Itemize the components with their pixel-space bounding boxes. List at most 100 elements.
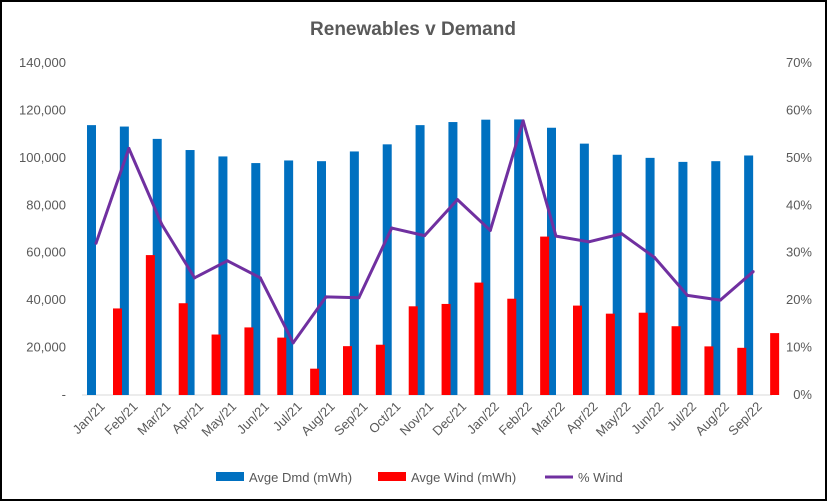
wind-bar [441, 303, 451, 395]
y-right-tick-label: 60% [786, 102, 812, 117]
wind-percent-point [455, 198, 459, 202]
wind-bar [277, 337, 287, 395]
x-tick-label: Jun/22 [628, 399, 666, 437]
line-series [94, 119, 755, 345]
demand-bar [645, 157, 655, 395]
legend: Avge Dmd (mWh) Avge Wind (mWh) % Wind [216, 470, 623, 485]
demand-bar [711, 161, 721, 395]
wind-bar [671, 326, 681, 395]
y-left-tick-label: - [62, 387, 66, 402]
wind-bar [211, 334, 221, 395]
y-right-tick-label: 30% [786, 245, 812, 260]
wind-bar [704, 346, 714, 395]
wind-bar [178, 303, 188, 395]
wind-bar [474, 282, 484, 395]
wind-percent-point [258, 276, 262, 280]
x-tick-label: Nov/21 [397, 399, 437, 439]
legend-label: Avge Dmd (mWh) [249, 470, 352, 485]
x-tick-label: May/21 [198, 399, 239, 440]
wind-bar [343, 346, 352, 395]
wind-percent-point [587, 240, 591, 244]
y-right-tick-label: 10% [786, 340, 812, 355]
wind-bar [310, 368, 320, 395]
x-tick-label: Feb/22 [496, 399, 535, 438]
y-left-tick-label: 40,000 [26, 292, 66, 307]
wind-bar [605, 313, 615, 395]
wind-percent-point [751, 270, 755, 274]
demand-bar [448, 122, 458, 395]
legend-swatch [378, 472, 406, 481]
legend-label: Avge Wind (mWh) [411, 470, 516, 485]
wind-bar [573, 305, 582, 395]
x-tick-label: Jan/22 [464, 399, 502, 437]
demand-bar [382, 144, 392, 395]
demand-bar [612, 154, 622, 395]
wind-bar [737, 347, 747, 395]
wind-percent-point [193, 276, 197, 280]
wind-bar [540, 236, 550, 395]
x-tick-label: Mar/22 [529, 399, 568, 438]
wind-bar [638, 312, 648, 395]
wind-percent-point [225, 259, 229, 263]
demand-bar [251, 163, 261, 395]
demand-bar [218, 156, 228, 395]
y-right-tick-label: 0% [793, 387, 812, 402]
wind-bar [244, 327, 254, 395]
y-left-tick-label: 140,000 [19, 55, 66, 70]
wind-percent-point [390, 226, 394, 230]
demand-bar [481, 119, 491, 396]
y-left-tick-label: 20,000 [26, 340, 66, 355]
chart-title: Renewables v Demand [310, 19, 516, 40]
wind-bar [408, 306, 418, 395]
x-tick-label: Sep/21 [331, 399, 371, 439]
demand-bar [119, 126, 129, 395]
wind-percent-point [620, 232, 624, 236]
x-tick-label: May/22 [593, 399, 634, 440]
legend-swatch [216, 472, 244, 481]
wind-percent-point [554, 234, 558, 238]
wind-percent-point [653, 255, 657, 259]
demand-bar [678, 161, 688, 395]
x-tick-label: Feb/21 [101, 399, 140, 438]
demand-bar [415, 125, 425, 395]
x-tick-label: Jan/21 [70, 399, 108, 437]
wind-percent-point [127, 146, 131, 150]
wind-bar [145, 255, 155, 395]
x-tick-label: Mar/21 [134, 399, 173, 438]
y-left-tick-label: 80,000 [26, 197, 66, 212]
wind-percent-point [685, 293, 689, 297]
demand-bar [579, 143, 589, 395]
y-left-tick-label: 60,000 [26, 245, 66, 260]
bars [87, 119, 780, 396]
y-right-tick-label: 40% [786, 197, 812, 212]
wind-percent-point [718, 298, 722, 302]
y-right-tick-label: 50% [786, 150, 812, 165]
legend-label: % Wind [578, 470, 623, 485]
x-tick-label: Dec/21 [429, 399, 469, 439]
wind-percent-point [423, 234, 427, 238]
demand-bar [152, 138, 162, 395]
x-tick-label: Sep/22 [725, 399, 765, 439]
wind-bar [507, 298, 517, 395]
demand-bar [317, 161, 326, 395]
demand-bar [284, 160, 294, 395]
wind-percent-point [94, 241, 98, 245]
demand-bar [87, 125, 96, 395]
demand-bar [514, 119, 524, 395]
x-tick-label: Aug/22 [692, 399, 732, 439]
demand-bar [547, 127, 556, 396]
wind-percent-point [357, 296, 361, 300]
y-left-tick-label: 100,000 [19, 150, 66, 165]
wind-percent-point [488, 228, 492, 232]
wind-percent-point [291, 341, 295, 345]
y-right-tick-label: 70% [786, 55, 812, 70]
wind-bar [375, 344, 385, 395]
wind-bar [770, 333, 780, 395]
demand-bar [349, 151, 359, 395]
y-right-tick-label: 20% [786, 292, 812, 307]
x-tick-label: Oct/21 [366, 399, 404, 437]
y-left-tick-label: 120,000 [19, 102, 66, 117]
x-tick-label: Aug/21 [298, 399, 338, 439]
